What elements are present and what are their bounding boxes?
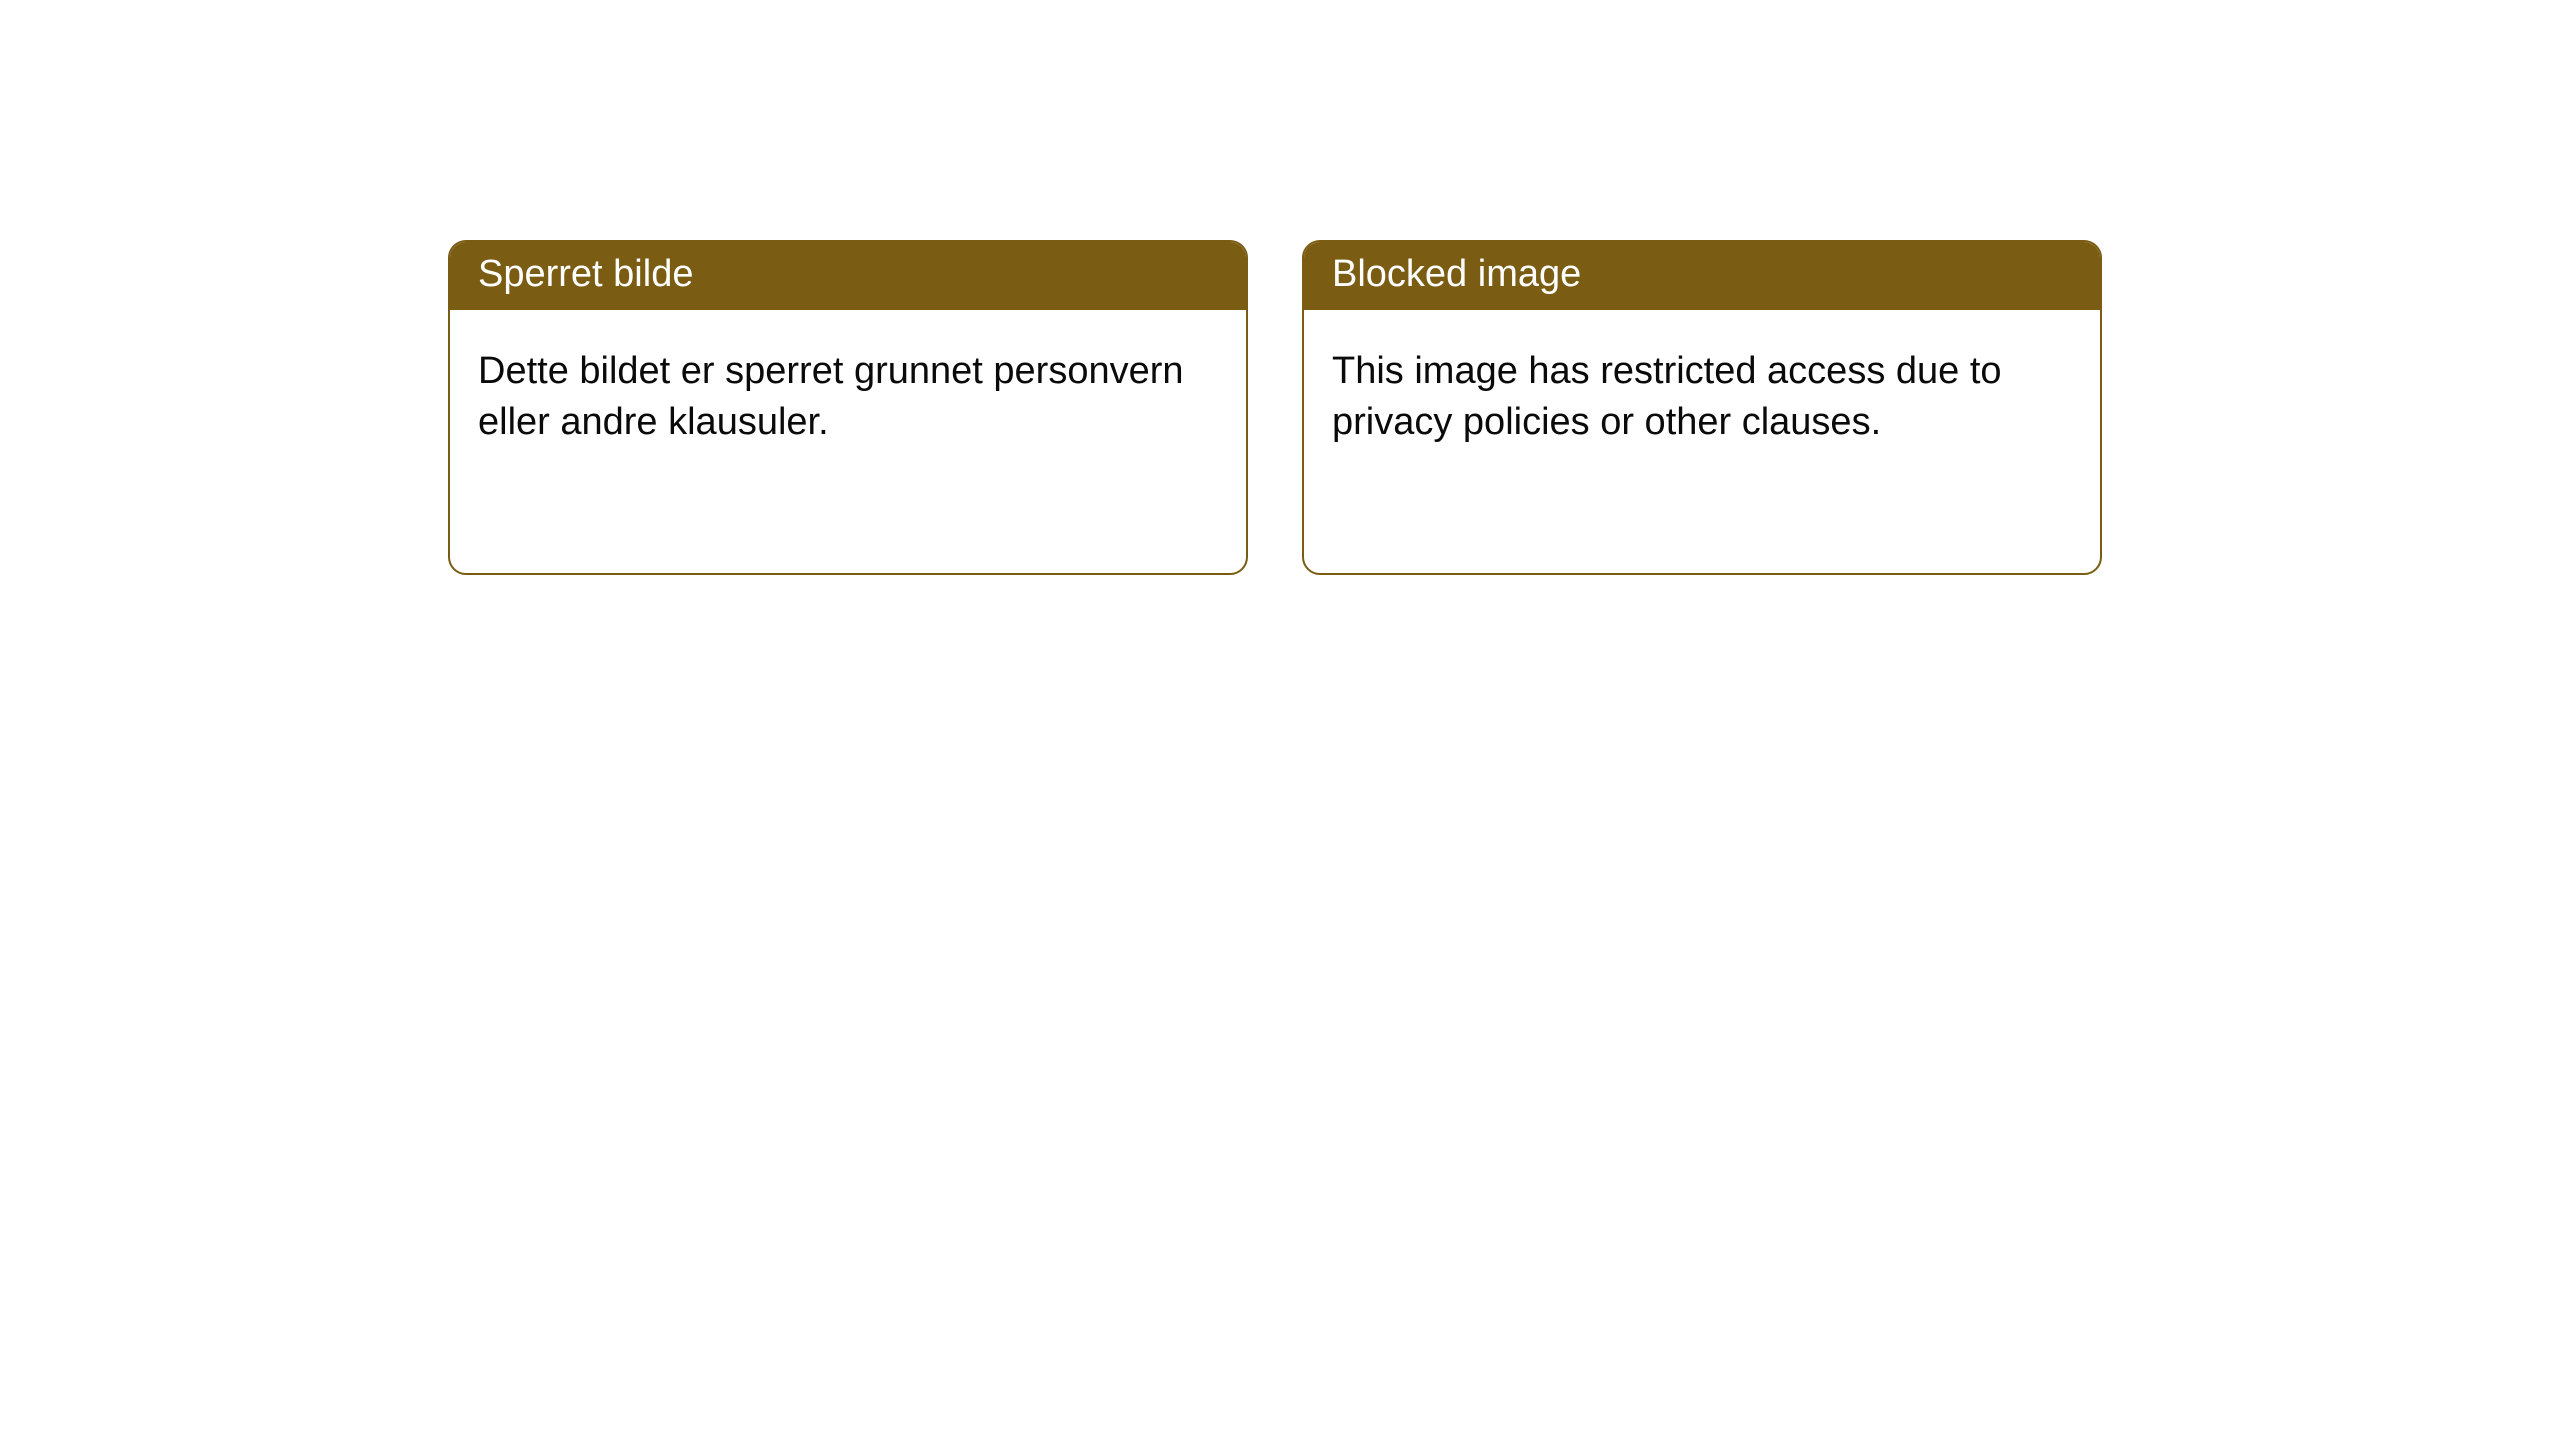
notice-card-title: Sperret bilde (450, 242, 1246, 310)
notice-card-title: Blocked image (1304, 242, 2100, 310)
notice-card-english: Blocked image This image has restricted … (1302, 240, 2102, 575)
notice-card-body: Dette bildet er sperret grunnet personve… (450, 310, 1246, 477)
notice-card-body: This image has restricted access due to … (1304, 310, 2100, 477)
notice-cards-row: Sperret bilde Dette bildet er sperret gr… (0, 0, 2560, 575)
notice-card-norwegian: Sperret bilde Dette bildet er sperret gr… (448, 240, 1248, 575)
